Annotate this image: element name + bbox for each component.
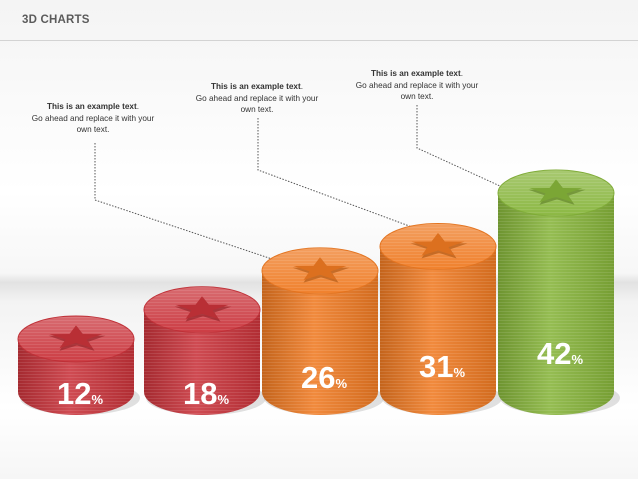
bar-value-number: 26 xyxy=(301,360,335,395)
bar-value-number: 31 xyxy=(419,349,453,384)
bar-value-unit: % xyxy=(217,392,229,407)
callout-left-body: Go ahead and replace it with your own te… xyxy=(31,113,155,135)
title-divider xyxy=(0,40,638,41)
bar-4: 31% xyxy=(379,223,502,415)
bar-value-number: 42 xyxy=(537,336,571,371)
bar-3: 26% xyxy=(261,247,384,415)
bar-1: 12% xyxy=(17,315,140,415)
bar-value-number: 12 xyxy=(57,376,91,411)
bar-value-label: 12% xyxy=(57,376,103,411)
bar-value-label: 42% xyxy=(537,336,583,371)
bar-texture xyxy=(498,193,614,415)
callout-left: This is an example text. Go ahead and re… xyxy=(28,101,158,136)
bar-value-label: 26% xyxy=(301,360,347,395)
callout-right: This is an example text. Go ahead and re… xyxy=(352,68,482,103)
callout-middle-heading: This is an example text. xyxy=(211,82,303,91)
bar-value-label: 18% xyxy=(183,376,229,411)
callout-left-heading: This is an example text. xyxy=(47,102,139,111)
callout-middle-body: Go ahead and replace it with your own te… xyxy=(195,93,319,115)
callout-right-heading: This is an example text. xyxy=(371,69,463,78)
star-icon xyxy=(529,179,583,203)
page-title: 3D CHARTS xyxy=(22,14,90,26)
bar-value-unit: % xyxy=(571,352,583,367)
bar-2: 18% xyxy=(143,286,266,415)
bar-texture xyxy=(262,270,378,415)
callout-connectors xyxy=(94,105,501,266)
bar-texture xyxy=(380,246,496,415)
star-icon xyxy=(175,296,229,319)
callout-right-body: Go ahead and replace it with your own te… xyxy=(355,80,479,102)
callout-connector-middle xyxy=(257,118,421,231)
callout-connector-left xyxy=(94,143,291,266)
star-icon xyxy=(293,257,347,281)
bar-value-number: 18 xyxy=(183,376,217,411)
star-icon xyxy=(411,232,465,256)
star-icon xyxy=(49,325,103,349)
bar-value-unit: % xyxy=(335,376,347,391)
bar-value-label: 31% xyxy=(419,349,465,384)
callout-middle: This is an example text. Go ahead and re… xyxy=(192,81,322,116)
bar-value-unit: % xyxy=(453,365,465,380)
bar-texture xyxy=(144,309,260,415)
callout-connector-right xyxy=(416,105,501,187)
bar-value-unit: % xyxy=(91,392,103,407)
bar-5: 42% xyxy=(497,169,620,415)
